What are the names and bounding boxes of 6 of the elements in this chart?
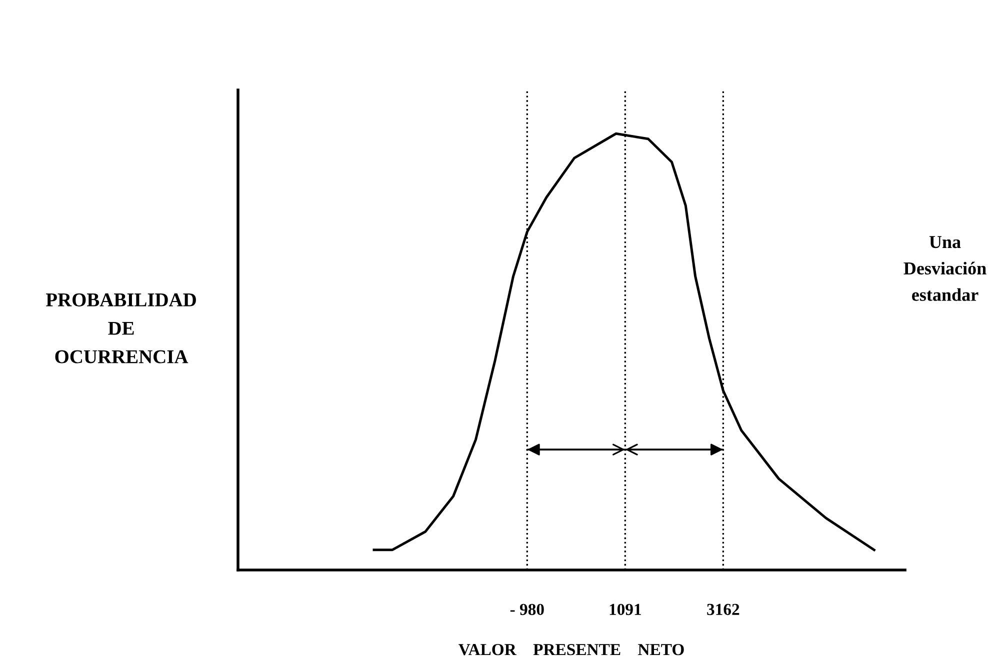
x-tick-label: 3162 (707, 604, 740, 616)
annotation: Una Desviación estandar (904, 236, 986, 301)
x-tick-label: - 980 (510, 604, 544, 616)
x-tick-label: 1091 (610, 604, 641, 616)
y-axis-title: PROBABILIDAD DE OCURRENCIA (46, 293, 196, 364)
x-axis-title: VALOR PRESENTE NETO (458, 644, 684, 656)
